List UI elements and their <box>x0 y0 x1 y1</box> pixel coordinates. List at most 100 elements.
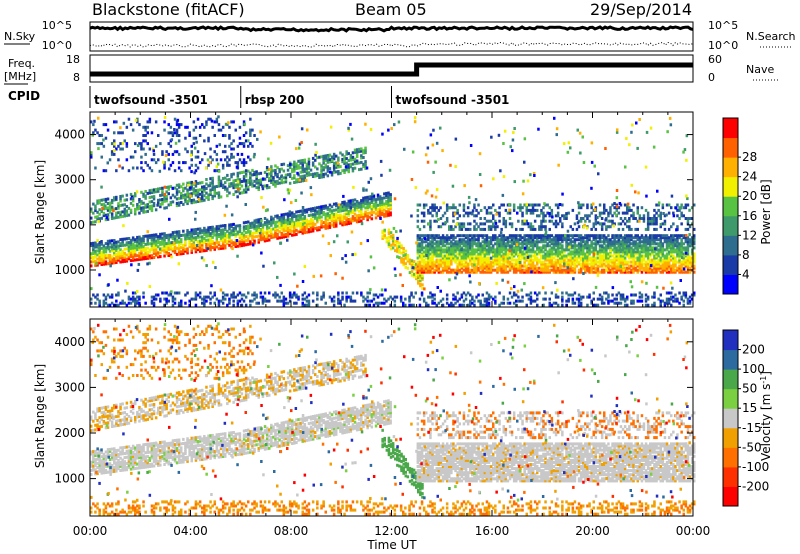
power-cell <box>370 217 374 221</box>
power-cell <box>123 212 126 216</box>
power-cell <box>454 248 457 252</box>
power-cell <box>238 226 242 230</box>
power-cell <box>309 221 313 225</box>
power-cell <box>211 239 214 243</box>
power-cell <box>150 242 154 245</box>
power-cell <box>571 227 575 231</box>
power-cell <box>464 254 468 258</box>
power-cell <box>481 236 484 240</box>
power-cell <box>161 186 164 190</box>
power-cell <box>255 226 258 230</box>
power-cell <box>347 205 350 209</box>
power-cell <box>148 254 152 258</box>
power-cell <box>420 248 424 252</box>
power-cell <box>219 179 223 183</box>
power-cell <box>512 240 516 244</box>
power-cell <box>144 152 147 156</box>
power-cell <box>429 236 432 240</box>
power-cell <box>238 236 242 240</box>
power-cell <box>215 117 219 121</box>
freq-panel: 18 8 60 0 Freq. [MHz] Nave <box>4 53 778 85</box>
power-cell <box>163 199 166 203</box>
power-cell <box>489 240 493 244</box>
power-cell <box>188 181 191 185</box>
power-cell <box>500 244 503 248</box>
power-cell <box>469 254 472 258</box>
power-cell <box>163 234 166 238</box>
power-cell <box>418 227 422 231</box>
power-cell <box>173 169 177 173</box>
power-cell <box>230 239 233 243</box>
power-cell <box>582 217 585 220</box>
power-cell <box>286 232 290 236</box>
power-cell <box>429 246 432 250</box>
power-cell <box>148 120 152 124</box>
power-cell <box>207 197 210 201</box>
power-cell <box>247 226 250 230</box>
power-cell <box>177 291 181 295</box>
power-cell <box>108 241 112 245</box>
power-cell <box>362 217 365 220</box>
power-cell <box>464 246 468 250</box>
power-cell <box>370 211 374 215</box>
power-cell <box>358 203 361 207</box>
power-cell <box>108 255 112 259</box>
power-cell <box>265 218 269 222</box>
power-cell <box>152 245 156 249</box>
power-cell <box>280 231 283 235</box>
power-cell <box>418 264 422 268</box>
power-cell <box>307 228 311 232</box>
power-cell <box>381 236 384 240</box>
power-cell <box>224 185 227 189</box>
power-cell <box>209 232 212 236</box>
power-cell <box>242 227 246 231</box>
power-cell <box>203 187 206 191</box>
power-cell <box>314 174 317 178</box>
power-cell <box>383 230 386 234</box>
power-cell <box>441 238 445 242</box>
power-cell <box>416 238 420 242</box>
power-cell <box>332 223 336 226</box>
power-cell <box>360 201 363 205</box>
power-cell <box>144 210 147 214</box>
power-cell <box>431 238 434 242</box>
power-cell <box>288 224 292 227</box>
power-cell <box>439 217 443 220</box>
power-cell <box>445 266 449 270</box>
power-cell <box>548 206 551 210</box>
power-cell <box>98 241 101 244</box>
power-cell <box>177 230 181 234</box>
power-cell <box>355 218 359 222</box>
power-cell <box>462 240 466 244</box>
power-cell <box>494 254 497 258</box>
power-cell <box>456 266 459 270</box>
power-cell <box>389 247 393 251</box>
power-cell <box>119 199 122 203</box>
power-cell <box>270 178 273 182</box>
power-cell <box>341 219 344 223</box>
power-cell <box>219 195 223 199</box>
power-cell <box>519 208 522 212</box>
power-cell <box>226 187 229 191</box>
power-cell <box>349 158 353 162</box>
power-cell <box>106 128 110 132</box>
power-cell <box>611 219 614 223</box>
power-cell <box>163 250 166 254</box>
power-cell <box>311 227 315 231</box>
power-cell <box>305 222 309 226</box>
power-cell <box>347 222 350 225</box>
power-cell <box>138 241 141 245</box>
power-cell <box>479 250 482 254</box>
power-cell <box>481 260 484 264</box>
power-cell <box>479 256 482 260</box>
power-cell <box>144 257 147 261</box>
power-cell <box>445 250 449 254</box>
power-cell <box>410 273 414 277</box>
power-cell <box>140 142 143 146</box>
power-cell <box>257 234 260 238</box>
power-cell <box>320 168 323 172</box>
power-cell <box>226 233 229 237</box>
power-cell <box>108 208 112 212</box>
power-cell <box>420 219 424 223</box>
power-cell <box>278 230 281 234</box>
